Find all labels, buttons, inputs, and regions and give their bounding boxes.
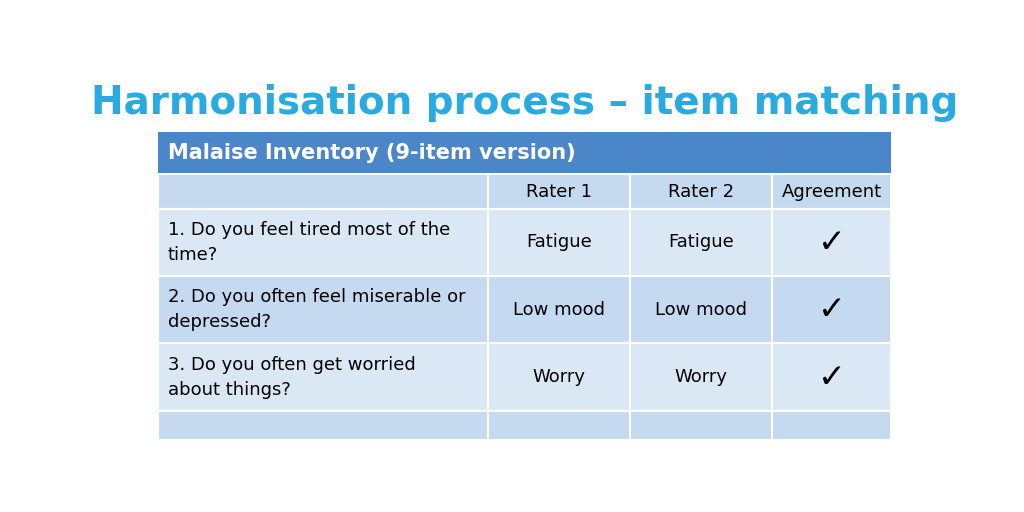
Text: Rater 2: Rater 2 bbox=[669, 183, 734, 201]
Text: ✓: ✓ bbox=[818, 293, 846, 326]
Text: ✓: ✓ bbox=[818, 226, 846, 259]
FancyBboxPatch shape bbox=[158, 344, 488, 411]
Text: Rater 1: Rater 1 bbox=[526, 183, 592, 201]
Text: Fatigue: Fatigue bbox=[526, 233, 592, 251]
FancyBboxPatch shape bbox=[488, 276, 631, 344]
FancyBboxPatch shape bbox=[158, 411, 488, 440]
Text: ✓: ✓ bbox=[818, 360, 846, 394]
Text: Agreement: Agreement bbox=[782, 183, 882, 201]
Text: 3. Do you often get worried
about things?: 3. Do you often get worried about things… bbox=[168, 356, 416, 399]
Text: 2. Do you often feel miserable or
depressed?: 2. Do you often feel miserable or depres… bbox=[168, 288, 465, 331]
FancyBboxPatch shape bbox=[772, 174, 892, 209]
Text: 1. Do you feel tired most of the
time?: 1. Do you feel tired most of the time? bbox=[168, 221, 450, 264]
FancyBboxPatch shape bbox=[488, 344, 631, 411]
FancyBboxPatch shape bbox=[772, 344, 892, 411]
FancyBboxPatch shape bbox=[631, 209, 772, 276]
FancyBboxPatch shape bbox=[772, 209, 892, 276]
FancyBboxPatch shape bbox=[772, 411, 892, 440]
FancyBboxPatch shape bbox=[488, 209, 631, 276]
FancyBboxPatch shape bbox=[158, 174, 488, 209]
FancyBboxPatch shape bbox=[488, 411, 631, 440]
FancyBboxPatch shape bbox=[158, 209, 488, 276]
FancyBboxPatch shape bbox=[631, 411, 772, 440]
FancyBboxPatch shape bbox=[488, 174, 631, 209]
Text: Harmonisation process – item matching: Harmonisation process – item matching bbox=[91, 84, 958, 122]
FancyBboxPatch shape bbox=[631, 276, 772, 344]
Text: Worry: Worry bbox=[532, 368, 586, 386]
Text: Low mood: Low mood bbox=[655, 301, 748, 319]
FancyBboxPatch shape bbox=[772, 276, 892, 344]
FancyBboxPatch shape bbox=[631, 344, 772, 411]
Text: Worry: Worry bbox=[675, 368, 728, 386]
Text: Malaise Inventory (9-item version): Malaise Inventory (9-item version) bbox=[168, 143, 575, 163]
Text: Low mood: Low mood bbox=[513, 301, 605, 319]
FancyBboxPatch shape bbox=[158, 276, 488, 344]
FancyBboxPatch shape bbox=[631, 174, 772, 209]
FancyBboxPatch shape bbox=[158, 133, 892, 174]
Text: Fatigue: Fatigue bbox=[669, 233, 734, 251]
